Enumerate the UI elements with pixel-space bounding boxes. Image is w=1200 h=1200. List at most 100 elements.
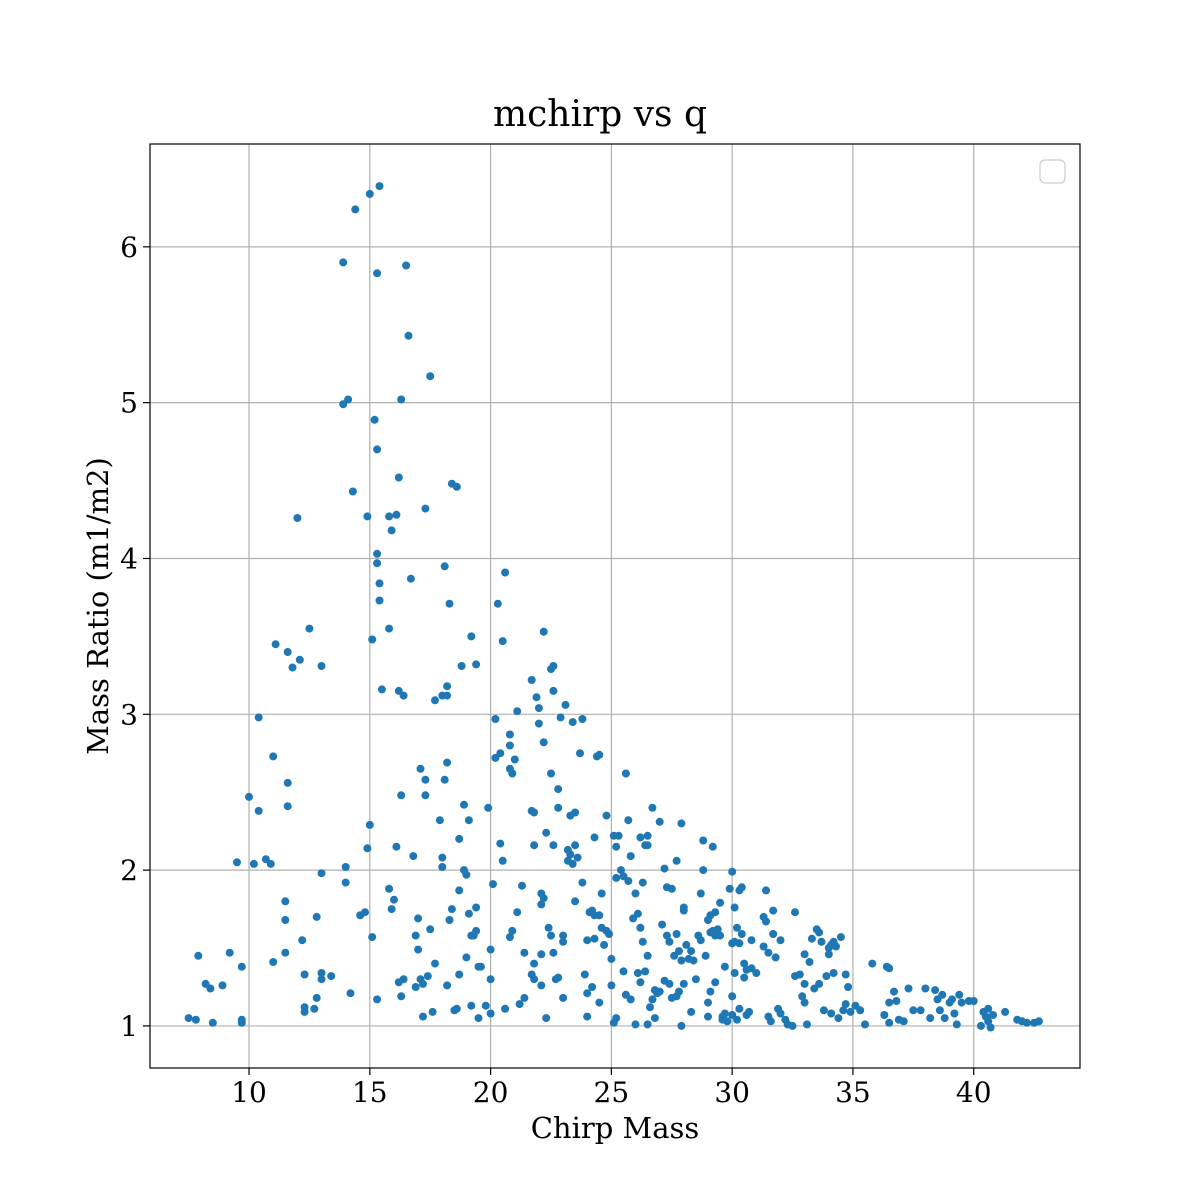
scatter-point: [803, 1020, 811, 1029]
scatter-point: [476, 962, 485, 971]
scatter-point: [636, 978, 645, 987]
scatter-point: [341, 878, 350, 887]
scatter-point: [486, 975, 495, 984]
scatter-point: [583, 1012, 592, 1021]
scatter-point: [375, 579, 384, 588]
scatter-point: [885, 964, 894, 973]
scatter-point: [404, 331, 413, 340]
scatter-point: [612, 842, 621, 851]
scatter-point: [440, 775, 449, 784]
scatter-point: [484, 803, 493, 812]
scatter-point: [443, 682, 452, 691]
scatter-point: [957, 998, 966, 1007]
scatter-point: [716, 898, 725, 907]
scatter-point: [660, 864, 669, 873]
scatter-point: [281, 897, 290, 906]
scatter-point: [984, 1017, 993, 1026]
scatter-point: [423, 972, 432, 981]
scatter-point: [926, 1014, 935, 1023]
scatter-point: [576, 749, 584, 758]
scatter-point: [578, 878, 587, 887]
scatter-point: [701, 951, 710, 960]
scatter-point: [643, 1020, 652, 1029]
scatter-point: [237, 962, 246, 971]
scatter-point: [537, 981, 546, 990]
scatter-point: [327, 972, 336, 981]
scatter-point: [612, 1014, 621, 1023]
scatter-point: [237, 1015, 246, 1024]
scatter-point: [691, 975, 700, 984]
scatter-point: [365, 820, 374, 829]
scatter-point: [916, 1006, 925, 1015]
scatter-point: [617, 866, 625, 875]
scatter-point: [249, 859, 258, 868]
scatter-point: [539, 738, 548, 747]
y-tick-label: 6: [120, 231, 138, 264]
scatter-point: [706, 987, 715, 996]
scatter-point: [1022, 1018, 1031, 1027]
scatter-point: [402, 261, 411, 270]
scatter-point: [730, 903, 739, 912]
scatter-point: [397, 992, 406, 1001]
scatter-point: [445, 599, 454, 608]
scatter-point: [798, 992, 807, 1001]
x-tick-label: 15: [352, 1076, 388, 1109]
x-tick-label: 20: [473, 1076, 509, 1109]
scatter-point: [977, 1021, 985, 1030]
scatter-point: [361, 908, 369, 917]
scatter-point: [720, 1009, 729, 1018]
scatter-point: [472, 660, 481, 669]
scatter-point: [725, 884, 734, 893]
scatter-point: [595, 750, 604, 759]
scatter-point: [472, 926, 481, 935]
scatter-point: [921, 984, 930, 993]
scatter-point: [317, 969, 326, 977]
scatter-point: [795, 970, 804, 979]
scatter-point: [392, 510, 401, 519]
scatter-point: [800, 998, 809, 1007]
scatter-point: [435, 816, 444, 825]
scatter-point: [885, 1018, 894, 1027]
scatter-point: [455, 970, 464, 979]
scatter-point: [675, 987, 683, 996]
scatter-point: [708, 842, 717, 851]
scatter-point: [385, 512, 394, 521]
scatter-point: [737, 930, 746, 938]
scatter-point: [595, 998, 604, 1007]
scatter-point: [822, 972, 831, 981]
scatter-point: [544, 923, 553, 932]
scatter-point: [788, 1021, 797, 1030]
scatter-point: [283, 648, 292, 656]
scatter-point: [428, 1007, 437, 1016]
scatter-point: [206, 984, 215, 993]
scatter-point: [464, 909, 473, 918]
scatter-point: [530, 841, 539, 850]
scatter-point: [827, 1009, 836, 1018]
scatter-point: [559, 993, 568, 1002]
scatter-point: [561, 700, 570, 709]
scatter-point: [298, 936, 307, 945]
scatter-point: [646, 1003, 654, 1012]
scatter-point: [1034, 1017, 1043, 1026]
scatter-point: [233, 858, 241, 867]
scatter-point: [633, 909, 642, 918]
scatter-point: [346, 989, 355, 998]
scatter-point: [416, 764, 425, 773]
scatter-point: [443, 691, 452, 700]
scatter-point: [508, 926, 517, 935]
scatter-point: [419, 1012, 427, 1021]
scatter-point: [406, 574, 415, 583]
scatter-point: [283, 778, 292, 787]
scatter-point: [460, 800, 468, 809]
scatter-point: [605, 930, 613, 938]
y-axis-label: Mass Ratio (m1/m2): [81, 457, 115, 755]
scatter-point: [735, 939, 744, 948]
scatter-point: [607, 954, 616, 963]
grid-layer: [150, 144, 1080, 1068]
scatter-point: [518, 881, 526, 890]
scatter-point: [443, 758, 452, 767]
scatter-point: [554, 803, 563, 812]
scatter-point: [677, 1021, 686, 1030]
scatter-point: [571, 897, 580, 906]
y-tick-label: 5: [120, 387, 138, 420]
